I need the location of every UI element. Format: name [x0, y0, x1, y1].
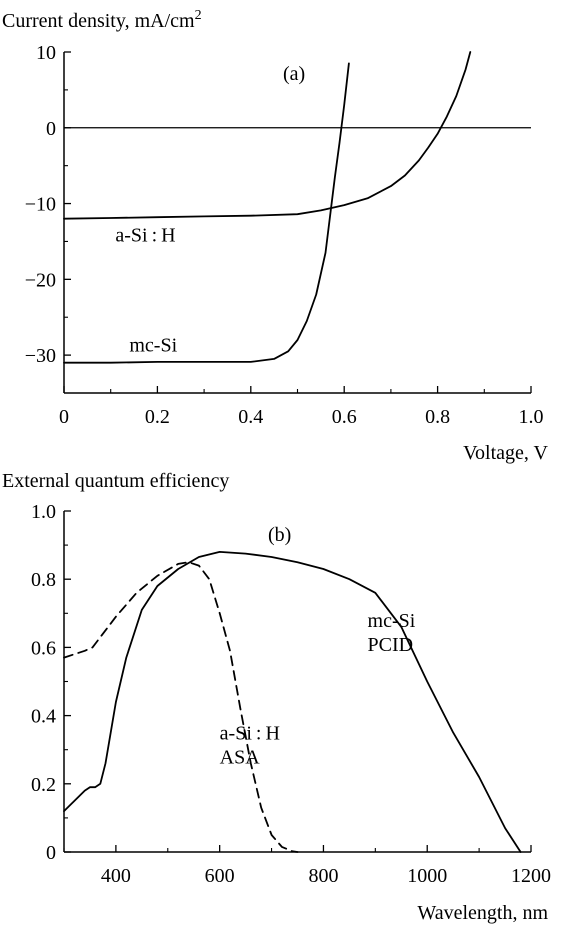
- panel-b-x-tick-label: 400: [101, 865, 131, 887]
- panel-b-y-tick-label: 0: [46, 842, 56, 864]
- panel-b-label: (b): [268, 524, 291, 546]
- panel-a-x-tick-label: 0.8: [425, 406, 450, 428]
- panel-b-xlabel: Wavelength, nm: [417, 902, 548, 924]
- panel-b-x-tick-label: 1000: [407, 865, 447, 887]
- panel-b-series-mc-si-pcid: [63, 551, 522, 853]
- panel-a-series-a-si-h: [63, 51, 472, 220]
- panel-a-y-tick-label: 0: [46, 118, 56, 140]
- panel-a-y-tick-label: −20: [25, 269, 56, 291]
- panel-a-annotation: mc-Si: [129, 334, 177, 356]
- panel-b-y-tick-label: 0.6: [31, 637, 56, 659]
- panel-a-ylabel: Current density, mA/cm2: [2, 8, 202, 32]
- panel-a-x-tick-label: 0: [59, 406, 69, 428]
- panel-b-ylabel: External quantum efficiency: [2, 470, 229, 492]
- panel-a-x-tick-label: 0.2: [145, 406, 170, 428]
- panel-a-annotation: a-Si : H: [115, 224, 175, 246]
- panel-b-y-tick-label: 1.0: [31, 501, 56, 523]
- panel-b-plot: 400 600 800 1000 1200 0 0.2 0.4 0.6 0.8 1.0 mc-Si PC…: [31, 501, 551, 887]
- panel-b-annotation: a-Si : H ASA: [220, 722, 280, 768]
- panel-b-y-tick-label: 0.4: [31, 706, 56, 728]
- panel-b-x-tick-label: 800: [308, 865, 338, 887]
- panel-b-series-a-si-h-asa: [63, 561, 299, 853]
- panel-a-x-tick-label: 1.0: [519, 406, 544, 428]
- panel-b-annotation: mc-Si PCID: [368, 610, 416, 656]
- panel-a-xlabel: Voltage, V: [463, 442, 548, 464]
- panel-a-x-tick-label: 0.4: [238, 406, 263, 428]
- panel-b-y-tick-label: 0.2: [31, 774, 56, 796]
- panel-a-y-tick-label: 10: [36, 42, 56, 64]
- panel-b-x-tick-label: 1200: [511, 865, 551, 887]
- panel-a-x-tick-label: 0.6: [332, 406, 357, 428]
- panel-b-x-tick-label: 600: [205, 865, 235, 887]
- panel-a-series-mc-si: [63, 62, 350, 364]
- panel-b-y-tick-label: 0.8: [31, 569, 56, 591]
- panel-a-label: (a): [283, 63, 305, 85]
- panel-a-plot: 0 0.2 0.4 0.6 0.8 1.0 10 0 −10 −20 −30 a-Si : H mc-S…: [25, 42, 544, 428]
- panel-a-y-tick-label: −10: [25, 194, 56, 216]
- panel-a-y-tick-label: −30: [25, 345, 56, 367]
